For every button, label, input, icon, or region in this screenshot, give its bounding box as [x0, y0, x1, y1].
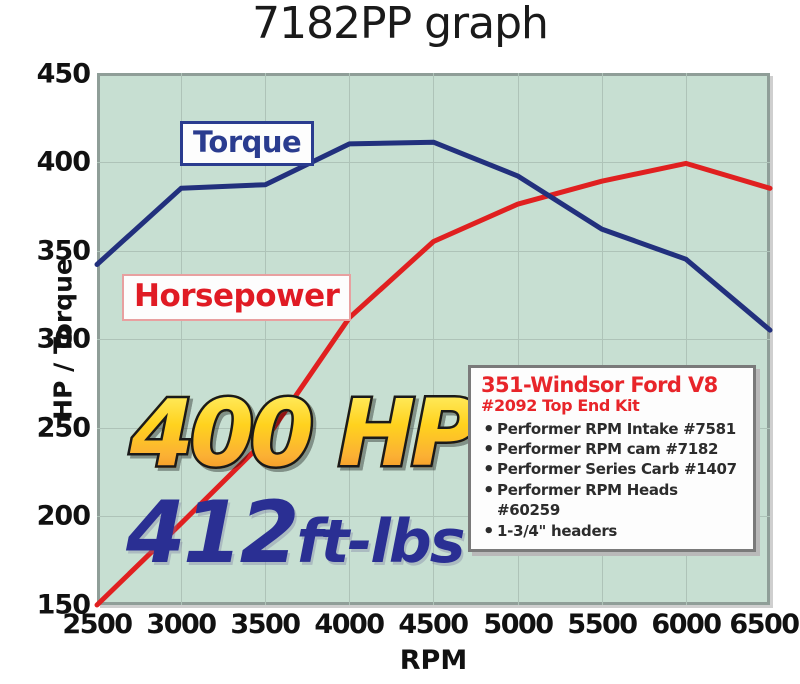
series-canvas — [94, 139, 773, 608]
horsepower-callout: Horsepower — [122, 274, 352, 321]
spec-item: Performer RPM Intake #7581 — [481, 418, 743, 443]
spec-list: Performer RPM Intake #7581 Performer RPM… — [481, 418, 743, 545]
gridline-v-4500 — [433, 73, 434, 605]
spec-item: Performer RPM Heads #60259 — [481, 479, 743, 521]
spec-item: Performer RPM cam #7182 — [481, 438, 743, 463]
x-tick-2500: 2500 — [62, 609, 133, 640]
gridline-v-4000 — [349, 73, 350, 605]
y-tick-200: 200 — [36, 500, 91, 532]
y-tick-250: 250 — [36, 412, 91, 444]
x-tick-4000: 4000 — [314, 609, 385, 640]
y-tick-350: 350 — [36, 235, 91, 267]
torque-line — [94, 139, 773, 333]
hero-horsepower: 400 HP — [130, 380, 478, 487]
gridline-v-6000 — [686, 73, 687, 605]
x-tick-5000: 5000 — [483, 609, 554, 640]
gridline-v-5500 — [602, 73, 603, 605]
x-tick-4500: 4500 — [398, 609, 469, 640]
torque-callout: Torque — [180, 121, 315, 166]
gridline-v-3000 — [181, 73, 182, 605]
y-tick-450: 450 — [36, 58, 91, 90]
spec-item: 1-3/4" headers — [481, 520, 743, 545]
hero-torque: 412ft-lbs — [126, 490, 466, 577]
x-tick-3500: 3500 — [230, 609, 301, 640]
gridline-v-5000 — [518, 73, 519, 605]
spec-title: 351-Windsor Ford V8 — [481, 373, 718, 397]
x-tick-5500: 5500 — [567, 609, 638, 640]
gridline-v-3500 — [265, 73, 266, 605]
horsepower-line — [94, 160, 773, 608]
hero-torque-unit: ft-lbs — [296, 507, 466, 577]
page-title: 7182PP graph — [252, 0, 549, 49]
y-tick-150: 150 — [36, 589, 91, 621]
spec-subtitle: #2092 Top End Kit — [481, 396, 640, 416]
y-tick-300: 300 — [36, 323, 91, 355]
x-axis-label: RPM — [399, 645, 468, 676]
x-tick-3000: 3000 — [146, 609, 217, 640]
spec-box: 351-Windsor Ford V8 #2092 Top End Kit Pe… — [468, 365, 756, 552]
hero-horsepower-outline: 400 HP — [128, 385, 481, 482]
spec-item: Performer Series Carb #1407 — [481, 458, 743, 483]
x-tick-6500: 6500 — [729, 609, 800, 640]
x-tick-6000: 6000 — [651, 609, 722, 640]
y-tick-400: 400 — [36, 146, 91, 178]
hero-torque-value: 412 — [126, 483, 300, 583]
